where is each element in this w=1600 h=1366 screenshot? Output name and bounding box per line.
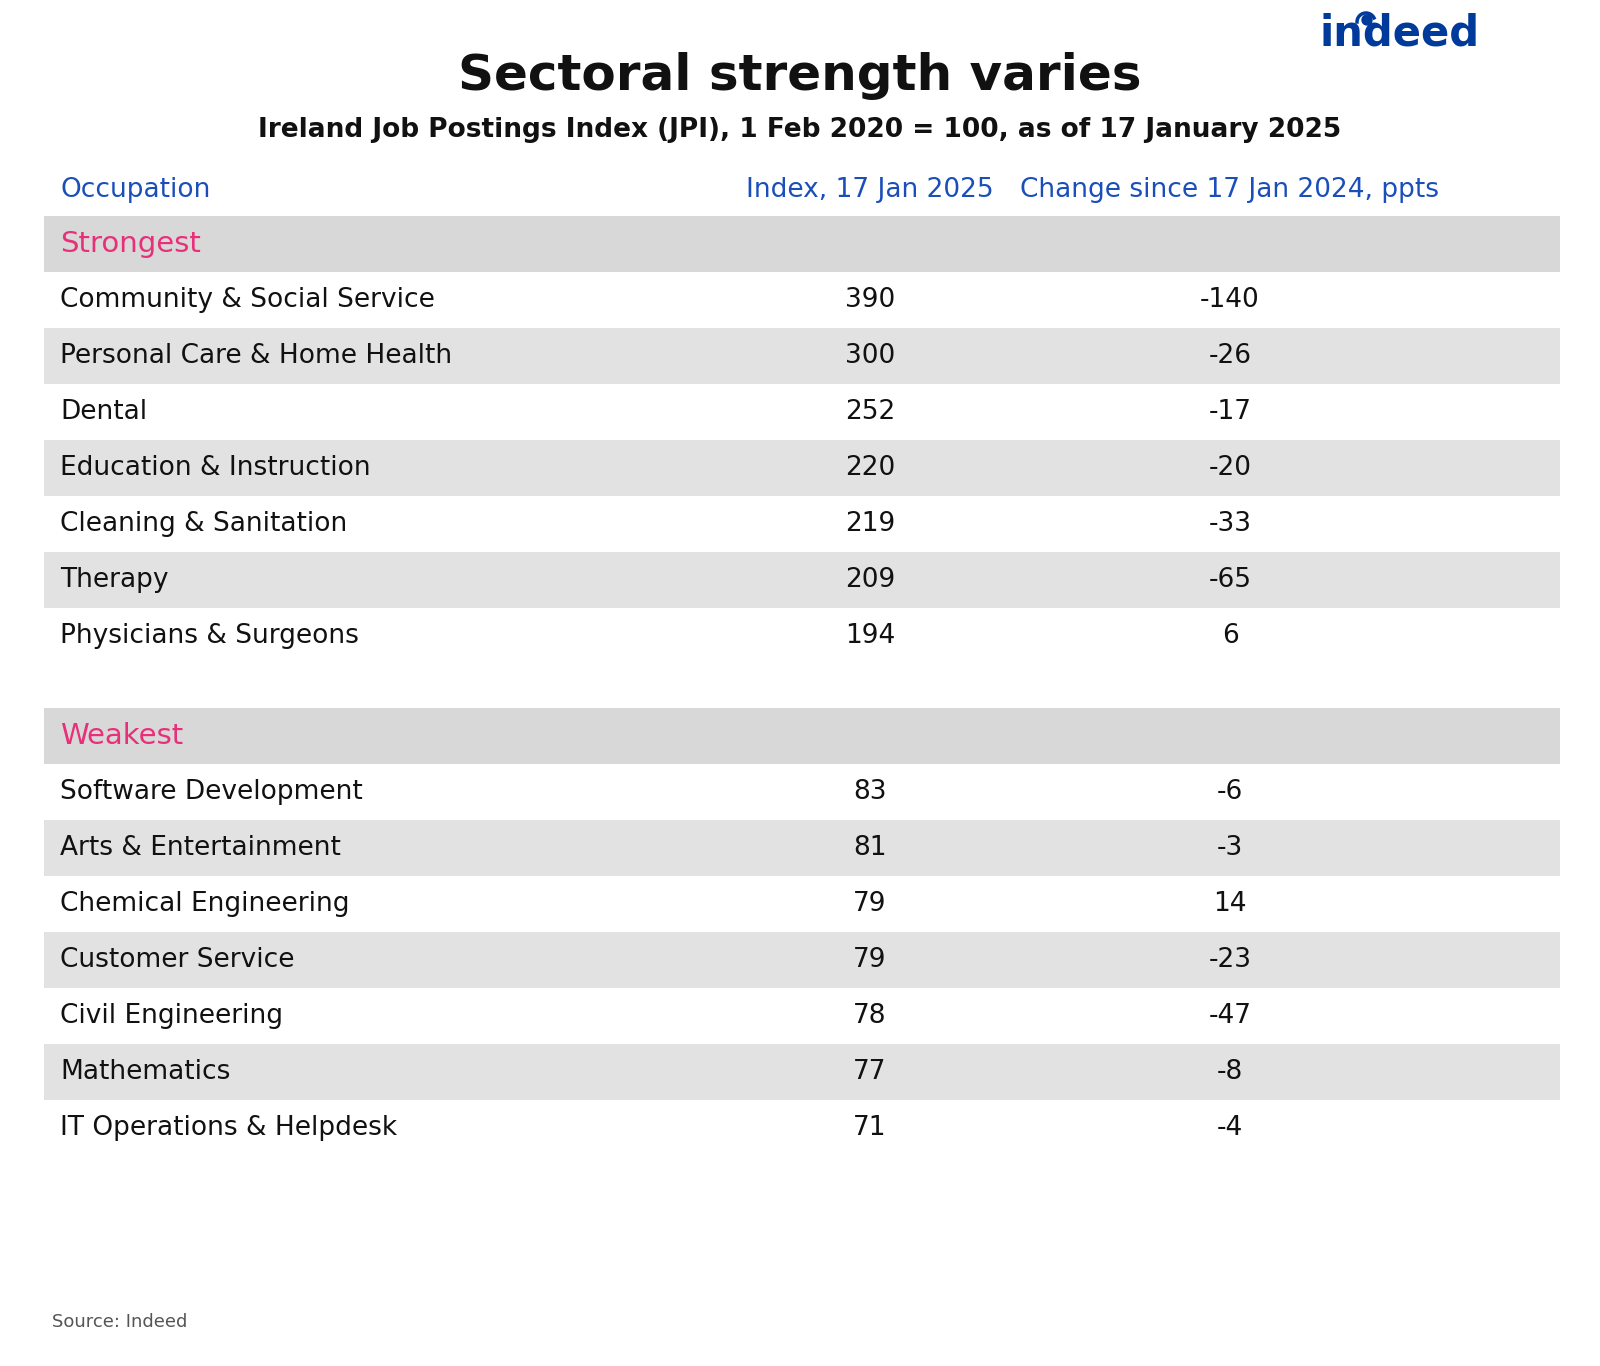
Text: Occupation: Occupation bbox=[61, 178, 210, 204]
Text: IT Operations & Helpdesk: IT Operations & Helpdesk bbox=[61, 1115, 397, 1141]
Bar bbox=[45, 216, 1560, 272]
Text: 81: 81 bbox=[853, 835, 886, 861]
Text: 209: 209 bbox=[845, 567, 894, 593]
Text: Weakest: Weakest bbox=[61, 723, 184, 750]
Text: Physicians & Surgeons: Physicians & Surgeons bbox=[61, 623, 358, 649]
Text: 83: 83 bbox=[853, 779, 886, 805]
Text: -17: -17 bbox=[1208, 399, 1251, 425]
Bar bbox=[45, 272, 1560, 328]
Text: -8: -8 bbox=[1218, 1059, 1243, 1085]
Bar bbox=[45, 384, 1560, 440]
Text: Source: Indeed: Source: Indeed bbox=[51, 1313, 187, 1330]
Text: 6: 6 bbox=[1222, 623, 1238, 649]
Text: -4: -4 bbox=[1218, 1115, 1243, 1141]
Bar bbox=[45, 1044, 1560, 1100]
Text: Index, 17 Jan 2025: Index, 17 Jan 2025 bbox=[746, 178, 994, 204]
Bar bbox=[45, 1100, 1560, 1156]
Text: 71: 71 bbox=[853, 1115, 886, 1141]
Text: 194: 194 bbox=[845, 623, 894, 649]
Text: Software Development: Software Development bbox=[61, 779, 363, 805]
Text: Cleaning & Sanitation: Cleaning & Sanitation bbox=[61, 511, 347, 537]
Bar bbox=[45, 496, 1560, 552]
Text: -65: -65 bbox=[1208, 567, 1251, 593]
Text: Education & Instruction: Education & Instruction bbox=[61, 455, 371, 481]
Text: 390: 390 bbox=[845, 287, 894, 313]
Circle shape bbox=[1362, 15, 1373, 25]
Text: Arts & Entertainment: Arts & Entertainment bbox=[61, 835, 341, 861]
Bar bbox=[45, 708, 1560, 764]
Text: -6: -6 bbox=[1218, 779, 1243, 805]
Text: -3: -3 bbox=[1218, 835, 1243, 861]
Text: 79: 79 bbox=[853, 891, 886, 917]
Bar bbox=[45, 552, 1560, 608]
Text: -23: -23 bbox=[1208, 947, 1251, 973]
Text: Strongest: Strongest bbox=[61, 229, 202, 258]
Text: Therapy: Therapy bbox=[61, 567, 168, 593]
Text: Customer Service: Customer Service bbox=[61, 947, 294, 973]
Text: 78: 78 bbox=[853, 1003, 886, 1029]
Text: Dental: Dental bbox=[61, 399, 147, 425]
Text: indeed: indeed bbox=[1320, 12, 1480, 55]
Text: -33: -33 bbox=[1208, 511, 1251, 537]
Bar bbox=[45, 608, 1560, 664]
Bar bbox=[45, 328, 1560, 384]
Text: -47: -47 bbox=[1208, 1003, 1251, 1029]
Text: 220: 220 bbox=[845, 455, 894, 481]
Text: Sectoral strength varies: Sectoral strength varies bbox=[458, 52, 1142, 100]
Text: -20: -20 bbox=[1208, 455, 1251, 481]
Text: Chemical Engineering: Chemical Engineering bbox=[61, 891, 349, 917]
Bar bbox=[45, 988, 1560, 1044]
Text: Community & Social Service: Community & Social Service bbox=[61, 287, 435, 313]
Text: -140: -140 bbox=[1200, 287, 1259, 313]
Bar bbox=[45, 932, 1560, 988]
Text: Personal Care & Home Health: Personal Care & Home Health bbox=[61, 343, 453, 369]
Bar bbox=[45, 820, 1560, 876]
Text: 77: 77 bbox=[853, 1059, 886, 1085]
Text: 219: 219 bbox=[845, 511, 894, 537]
Bar bbox=[45, 764, 1560, 820]
Text: Change since 17 Jan 2024, ppts: Change since 17 Jan 2024, ppts bbox=[1021, 178, 1440, 204]
Text: 300: 300 bbox=[845, 343, 894, 369]
Bar bbox=[45, 876, 1560, 932]
Text: Mathematics: Mathematics bbox=[61, 1059, 230, 1085]
Bar bbox=[45, 440, 1560, 496]
Text: Ireland Job Postings Index (JPI), 1 Feb 2020 = 100, as of 17 January 2025: Ireland Job Postings Index (JPI), 1 Feb … bbox=[258, 117, 1342, 143]
Text: 252: 252 bbox=[845, 399, 894, 425]
Text: 79: 79 bbox=[853, 947, 886, 973]
Text: 14: 14 bbox=[1213, 891, 1246, 917]
Text: Civil Engineering: Civil Engineering bbox=[61, 1003, 283, 1029]
Text: -26: -26 bbox=[1208, 343, 1251, 369]
